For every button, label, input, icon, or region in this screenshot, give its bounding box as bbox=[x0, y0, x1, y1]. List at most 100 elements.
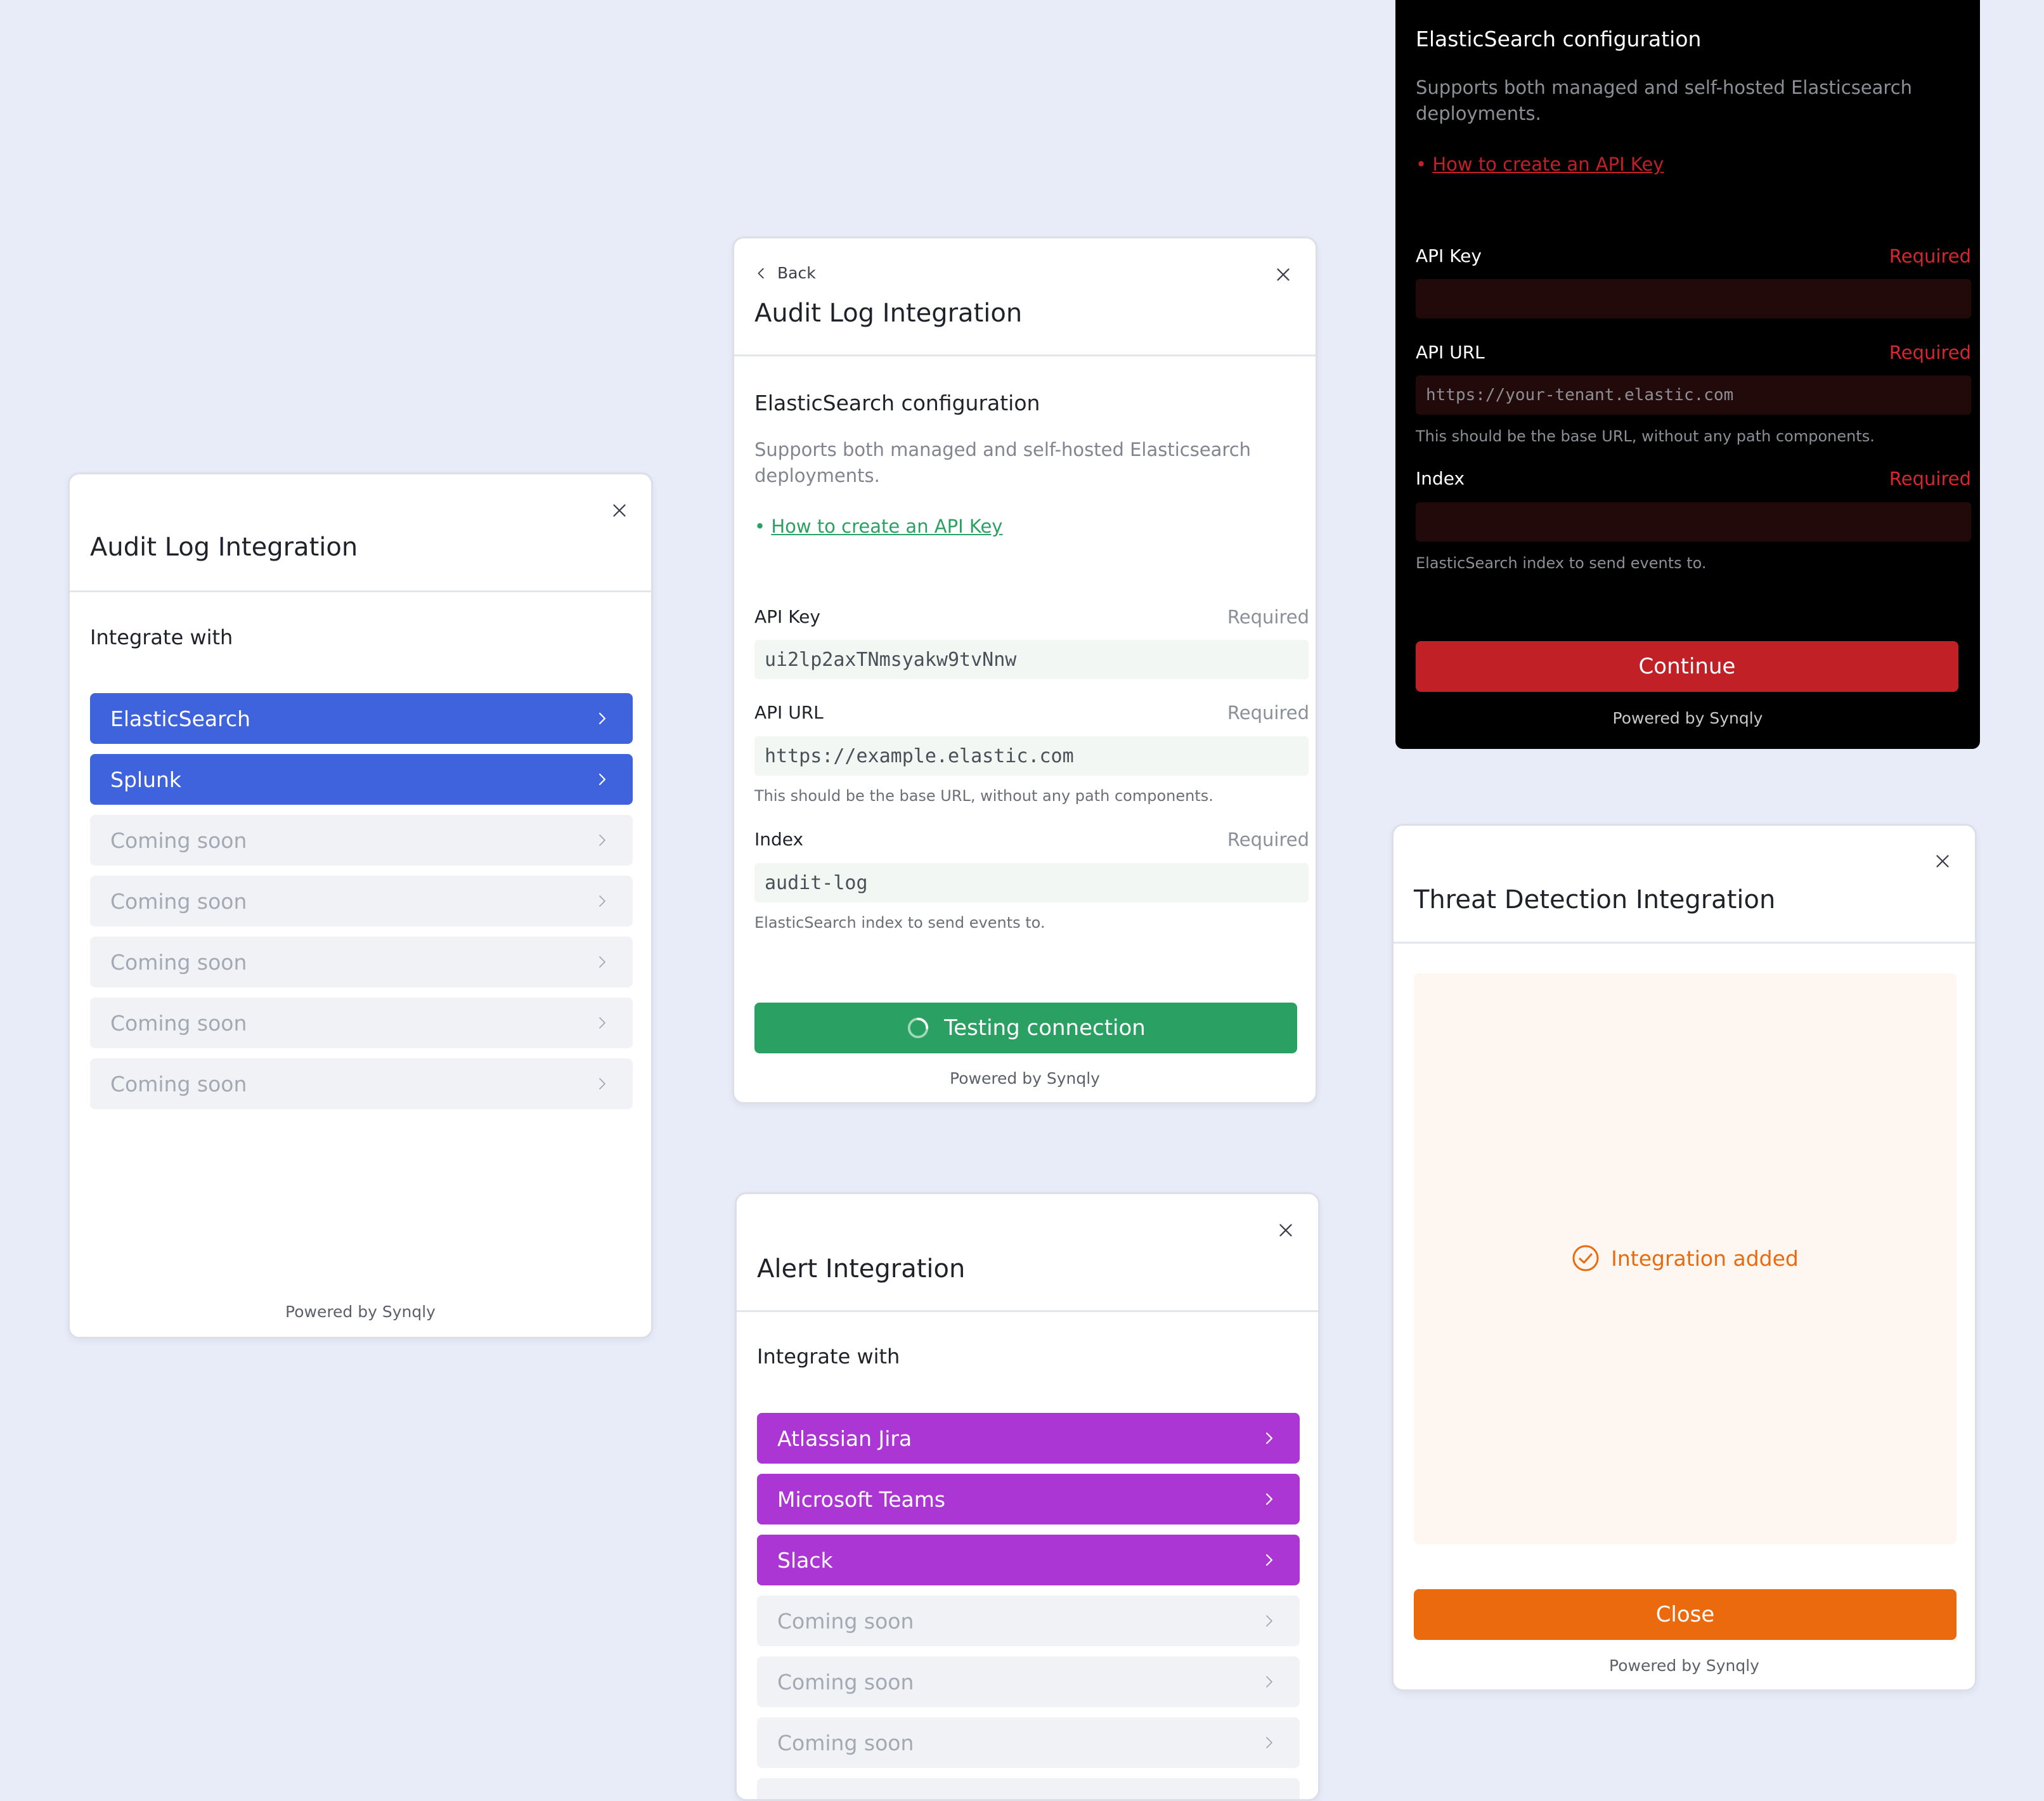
config-description: Supports both managed and self-hosted El… bbox=[1416, 77, 1913, 124]
audit-list-card: Audit Log Integration Integrate with Ela… bbox=[68, 472, 653, 1339]
list-item-label: Coming soon bbox=[110, 949, 247, 975]
integration-atlassian-jira-button[interactable]: Atlassian Jira bbox=[757, 1413, 1300, 1464]
chevron-right-icon bbox=[1265, 1554, 1273, 1566]
chevron-right-icon bbox=[1265, 1493, 1273, 1505]
index-hint: ElasticSearch index to send events to. bbox=[754, 914, 1045, 932]
header-divider bbox=[737, 1310, 1318, 1312]
integration-slack-button[interactable]: Slack bbox=[757, 1535, 1300, 1585]
how-to-create-api-key-link[interactable]: How to create an API Key bbox=[771, 516, 1003, 537]
close-icon[interactable] bbox=[1275, 1219, 1297, 1241]
list-item-label: Coming soon bbox=[110, 1071, 247, 1096]
testing-connection-button[interactable]: Testing connection bbox=[754, 1003, 1297, 1053]
integration-coming-soon-button[interactable]: Coming soon bbox=[757, 1596, 1300, 1646]
api-url-required: Required bbox=[1889, 342, 1971, 363]
api-key-required: Required bbox=[1889, 245, 1971, 267]
api-key-label: API Key bbox=[754, 606, 820, 627]
close-icon[interactable] bbox=[1932, 850, 1953, 872]
api-key-required: Required bbox=[1227, 606, 1309, 628]
integration-coming-soon-button[interactable]: Coming soon bbox=[757, 1717, 1300, 1768]
chevron-right-icon bbox=[1266, 1676, 1272, 1687]
bullet: • bbox=[1416, 153, 1427, 175]
chevron-right-icon bbox=[1266, 1615, 1272, 1627]
testing-connection-label: Testing connection bbox=[944, 1015, 1146, 1041]
index-required: Required bbox=[1227, 829, 1309, 850]
help-link-row: • How to create an API Key bbox=[754, 516, 1002, 537]
list-item-label: Slack bbox=[777, 1547, 833, 1573]
integration-coming-soon-button[interactable]: Coming soon bbox=[90, 998, 633, 1048]
spinner-icon bbox=[908, 1017, 929, 1039]
integration-coming-soon-button[interactable]: Coming soon bbox=[90, 876, 633, 927]
alert-list-card: Alert Integration Integrate with Atlassi… bbox=[735, 1192, 1320, 1801]
index-hint: ElasticSearch index to send events to. bbox=[1416, 554, 1707, 572]
list-item-label: Coming soon bbox=[777, 1608, 914, 1634]
chevron-right-icon bbox=[1266, 1737, 1272, 1748]
integration-coming-soon-button[interactable]: Coming soon bbox=[90, 937, 633, 987]
index-input[interactable]: audit-log bbox=[754, 863, 1309, 902]
header-divider bbox=[1394, 942, 1975, 944]
list-item-label: Coming soon bbox=[777, 1669, 914, 1694]
index-input[interactable] bbox=[1416, 502, 1971, 542]
threat-detection-card: Threat Detection Integration Integration… bbox=[1392, 824, 1977, 1691]
chevron-right-icon bbox=[599, 895, 605, 907]
how-to-create-api-key-link[interactable]: How to create an API Key bbox=[1432, 153, 1664, 175]
index-label: Index bbox=[754, 829, 804, 850]
chevron-right-icon bbox=[1265, 1432, 1273, 1445]
api-url-label: API URL bbox=[754, 702, 824, 723]
chevron-right-icon bbox=[599, 1078, 605, 1089]
chevron-right-icon bbox=[599, 1017, 605, 1029]
close-icon[interactable] bbox=[609, 500, 630, 521]
integration-microsoft-teams-button[interactable]: Microsoft Teams bbox=[757, 1474, 1300, 1525]
list-item-label: Coming soon bbox=[110, 888, 247, 914]
check-circle-icon bbox=[1572, 1245, 1599, 1271]
list-item-label: ElasticSearch bbox=[110, 706, 251, 731]
powered-by-text: Powered by Synqly bbox=[1609, 1656, 1759, 1675]
powered-by-text: Powered by Synqly bbox=[1612, 709, 1763, 727]
chevron-right-icon bbox=[598, 712, 606, 725]
list-item-partial[interactable] bbox=[757, 1778, 1300, 1799]
list-item-label: Coming soon bbox=[110, 1010, 247, 1036]
chevron-right-icon bbox=[599, 835, 605, 846]
integration-coming-soon-button[interactable]: Coming soon bbox=[90, 1058, 633, 1109]
integration-coming-soon-button[interactable]: Coming soon bbox=[90, 815, 633, 866]
page-title: Audit Log Integration bbox=[90, 533, 358, 562]
result-panel bbox=[1414, 973, 1957, 1544]
list-item-label: Microsoft Teams bbox=[777, 1486, 946, 1512]
api-key-input[interactable] bbox=[1416, 279, 1971, 318]
api-url-input[interactable]: https://your-tenant.elastic.com bbox=[1416, 375, 1971, 415]
integration-coming-soon-button[interactable]: Coming soon bbox=[757, 1656, 1300, 1707]
integration-added-status: Integration added bbox=[1414, 1244, 1957, 1272]
page-title: Alert Integration bbox=[757, 1254, 966, 1284]
config-section-title: ElasticSearch configuration bbox=[1416, 27, 1702, 51]
chevron-right-icon bbox=[598, 773, 606, 786]
close-button[interactable]: Close bbox=[1414, 1589, 1957, 1640]
back-label: Back bbox=[777, 264, 816, 282]
powered-by-text: Powered by Synqly bbox=[950, 1069, 1100, 1088]
continue-button[interactable]: Continue bbox=[1416, 641, 1958, 692]
index-required: Required bbox=[1889, 468, 1971, 490]
integration-added-text: Integration added bbox=[1611, 1245, 1799, 1271]
header-divider bbox=[70, 590, 651, 592]
powered-by-text: Powered by Synqly bbox=[285, 1303, 436, 1321]
integrate-with-label: Integrate with bbox=[90, 625, 233, 649]
help-link-row: • How to create an API Key bbox=[1416, 153, 1664, 175]
api-key-label: API Key bbox=[1416, 245, 1482, 266]
integration-splunk-button[interactable]: Splunk bbox=[90, 754, 633, 805]
chevron-right-icon bbox=[599, 956, 605, 968]
api-key-input[interactable]: ui2lp2axTNmsyakw9tvNnw bbox=[754, 640, 1309, 679]
list-item-label: Atlassian Jira bbox=[777, 1426, 912, 1451]
list-item-label: Splunk bbox=[110, 767, 182, 792]
api-url-label: API URL bbox=[1416, 342, 1485, 363]
header-divider bbox=[734, 354, 1316, 356]
chevron-left-icon bbox=[758, 268, 764, 278]
back-button[interactable]: Back bbox=[754, 264, 816, 282]
api-url-input[interactable]: https://example.elastic.com bbox=[754, 736, 1309, 776]
config-section-title: ElasticSearch configuration bbox=[754, 391, 1040, 415]
api-url-hint: This should be the base URL, without any… bbox=[1416, 427, 1875, 445]
close-icon[interactable] bbox=[1272, 264, 1294, 285]
page-title: Threat Detection Integration bbox=[1414, 885, 1776, 914]
page-title: Audit Log Integration bbox=[754, 299, 1023, 328]
index-label: Index bbox=[1416, 468, 1465, 489]
api-url-required: Required bbox=[1227, 702, 1309, 724]
api-url-hint: This should be the base URL, without any… bbox=[754, 787, 1213, 805]
integration-elasticsearch-button[interactable]: ElasticSearch bbox=[90, 693, 633, 744]
